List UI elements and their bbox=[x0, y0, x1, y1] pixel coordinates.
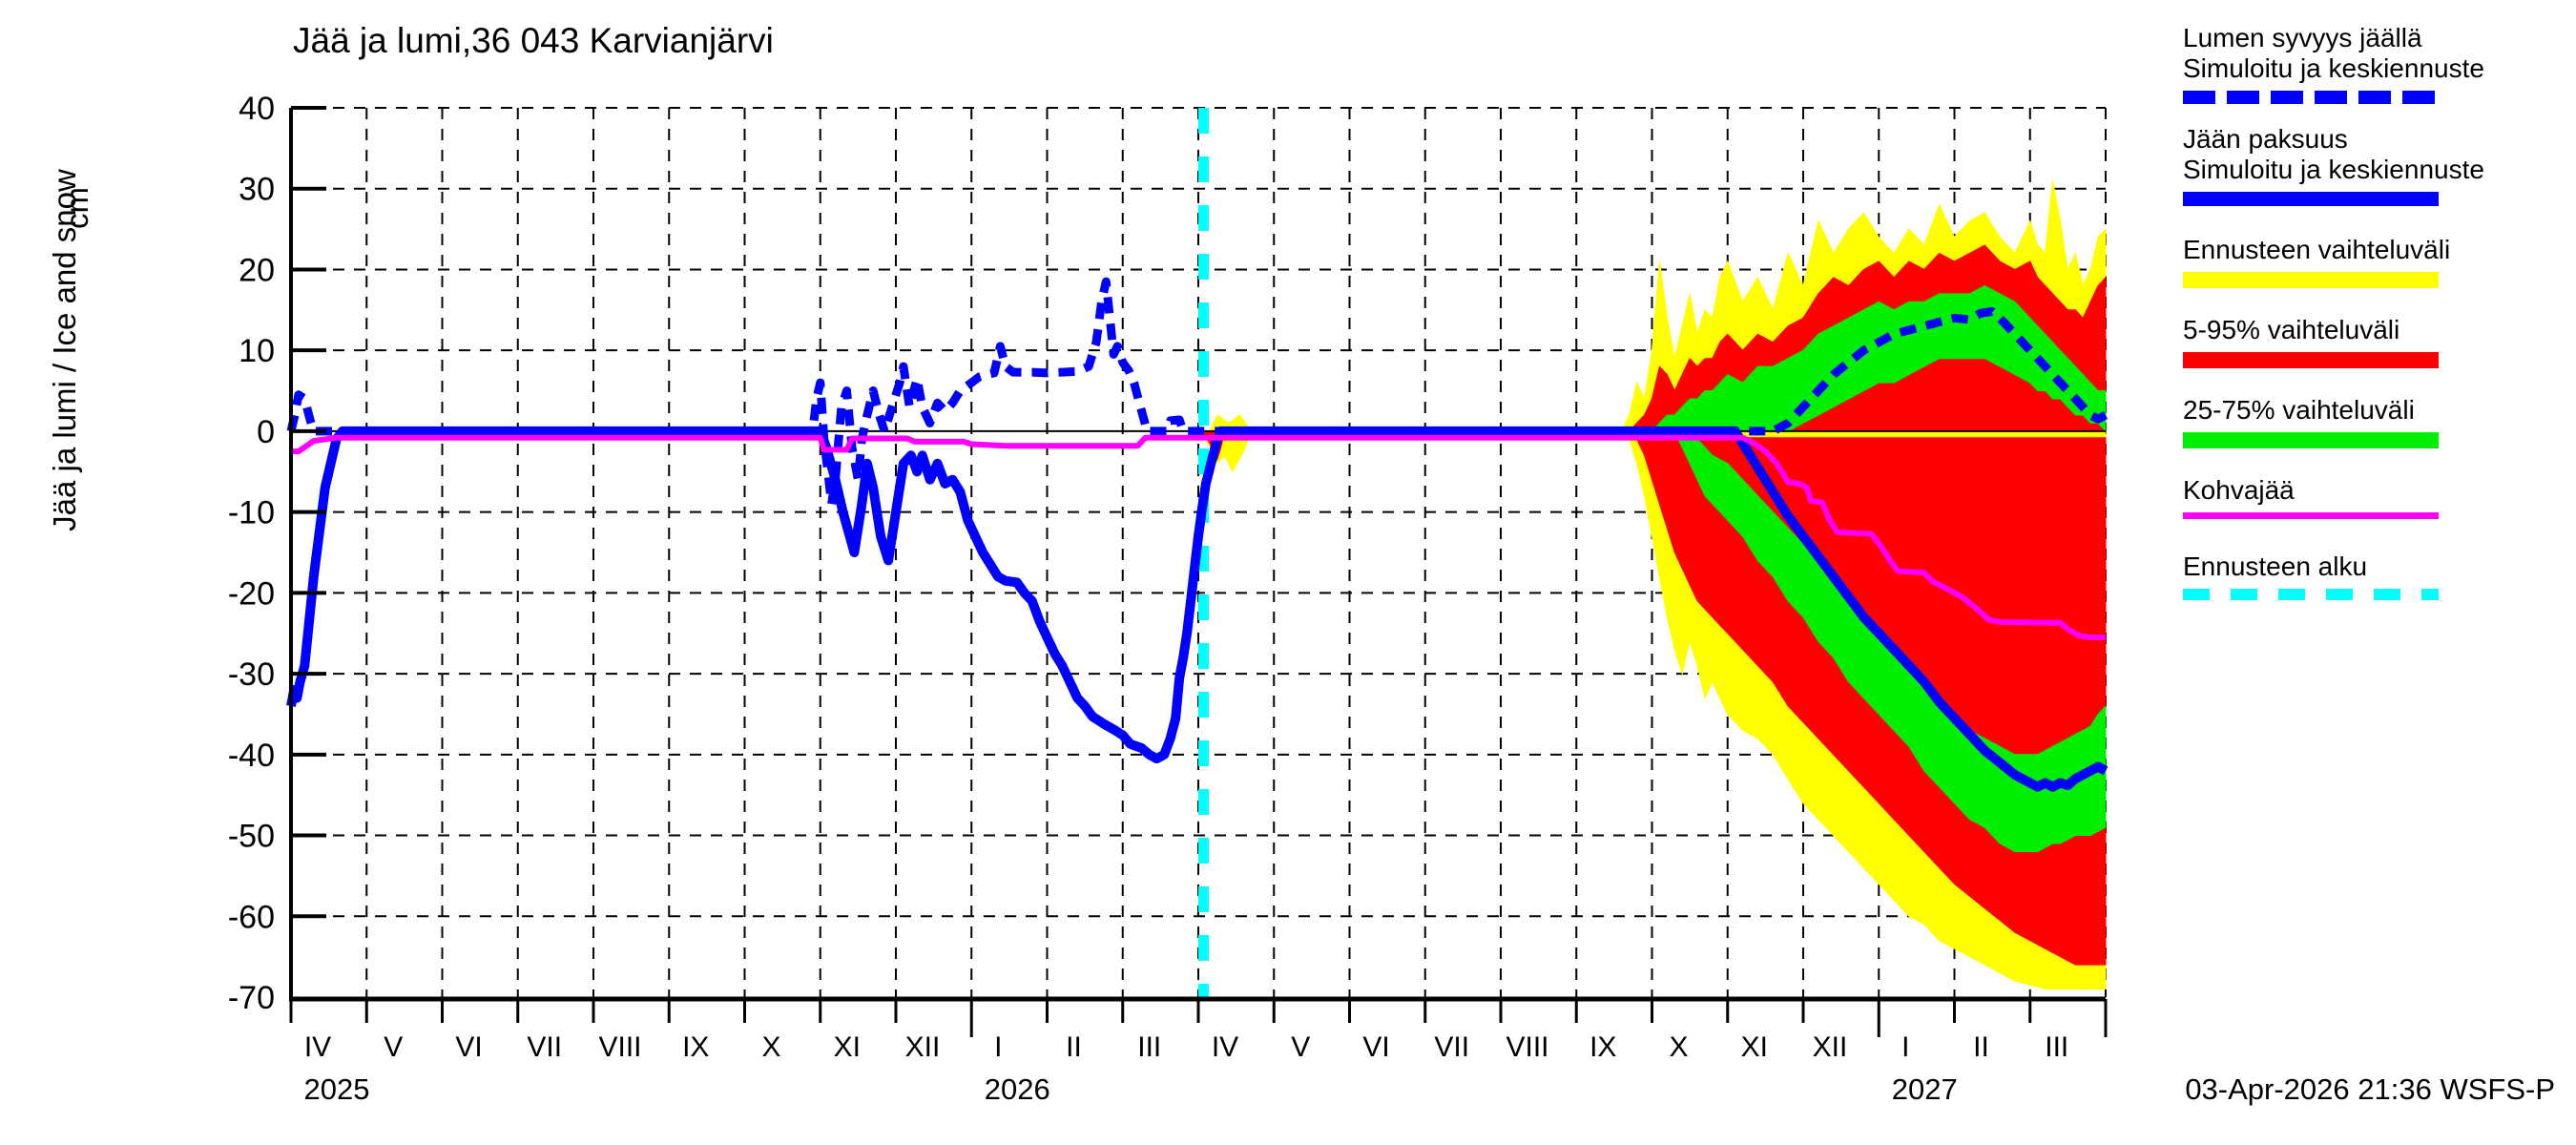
x-tick-label: V bbox=[384, 1031, 403, 1063]
y-tick-label: 10 bbox=[239, 333, 275, 369]
legend-item-label: Ennusteen vaihteluväli bbox=[2183, 235, 2451, 264]
y-tick-label: -20 bbox=[228, 575, 275, 612]
series-ice_thickness_median bbox=[286, 426, 2109, 792]
legend-item-sublabel: Simuloitu ja keskiennuste bbox=[2183, 155, 2484, 184]
y-tick-label: 20 bbox=[239, 252, 275, 288]
legend-item-7: Ennusteen alku bbox=[2183, 552, 2439, 600]
x-tick-label: VI bbox=[1362, 1031, 1389, 1063]
legend-swatch-bar bbox=[2183, 352, 2439, 368]
year-label: 2026 bbox=[985, 1072, 1050, 1106]
x-tick-label: VII bbox=[527, 1031, 562, 1063]
series-snow_depth_on_ice_median bbox=[286, 277, 2109, 509]
legend-item-5: 25-75% vaihteluväli bbox=[2183, 395, 2439, 448]
x-tick-label: XI bbox=[1741, 1031, 1768, 1063]
x-tick-label: VIII bbox=[1506, 1031, 1548, 1063]
x-tick-label: IV bbox=[304, 1031, 331, 1063]
legend: Lumen syvyys jäällä Simuloitu ja keskienn… bbox=[2183, 0, 2574, 668]
x-tick-label: III bbox=[2045, 1031, 2068, 1063]
x-tick-label: X bbox=[761, 1031, 780, 1063]
y-tick-label: -70 bbox=[228, 980, 275, 1016]
legend-item-1: Lumen syvyys jäällä Simuloitu ja keskienn… bbox=[2183, 23, 2484, 104]
x-tick-label: I bbox=[1901, 1031, 1909, 1063]
y-tick-label: -10 bbox=[228, 495, 275, 531]
x-tick-label: VIII bbox=[598, 1031, 641, 1063]
y-tick-label: 0 bbox=[257, 414, 275, 450]
legend-item-label: Ennusteen alku bbox=[2183, 552, 2368, 581]
legend-item-3: Ennusteen vaihteluväli bbox=[2183, 235, 2450, 288]
legend-item-label: Jään paksuus bbox=[2183, 124, 2348, 154]
legend-item-2: Jään paksuus Simuloitu ja keskiennuste bbox=[2183, 124, 2484, 206]
y-tick-label: -40 bbox=[228, 738, 275, 774]
legend-swatch-bar bbox=[2183, 432, 2439, 448]
x-tick-label: V bbox=[1291, 1031, 1310, 1063]
legend-swatch-dashed bbox=[2183, 91, 2439, 104]
legend-item-label: 25-75% vaihteluväli bbox=[2183, 395, 2415, 425]
year-label: 2025 bbox=[304, 1072, 370, 1106]
y-tick-label: -30 bbox=[228, 656, 275, 693]
x-tick-label: XII bbox=[905, 1031, 941, 1063]
legend-item-4: 5-95% vaihteluväli bbox=[2183, 315, 2439, 368]
legend-item-sublabel: Simuloitu ja keskiennuste bbox=[2183, 53, 2484, 83]
legend-item-6: Kohvajää bbox=[2183, 475, 2439, 519]
timestamp: 03-Apr-2026 21:36 WSFS-P bbox=[2185, 1072, 2555, 1106]
year-label: 2027 bbox=[1892, 1072, 1958, 1106]
x-tick-label: II bbox=[1066, 1031, 1082, 1063]
y-tick-label: -60 bbox=[228, 899, 275, 935]
y-tick-label: 30 bbox=[239, 172, 275, 208]
y-tick-label: 40 bbox=[239, 91, 275, 127]
x-tick-label: X bbox=[1669, 1031, 1688, 1063]
x-tick-label: I bbox=[994, 1031, 1002, 1063]
x-tick-label: III bbox=[1137, 1031, 1161, 1063]
legend-swatch-solid bbox=[2183, 192, 2439, 206]
legend-swatch-dashed-wide bbox=[2183, 589, 2439, 600]
x-tick-label: IV bbox=[1212, 1031, 1238, 1063]
x-tick-label: XII bbox=[1813, 1031, 1848, 1063]
legend-item-label: Kohvajää bbox=[2183, 475, 2295, 505]
x-tick-label: VI bbox=[455, 1031, 482, 1063]
x-tick-label: IX bbox=[682, 1031, 709, 1063]
page-title: Jää ja lumi,36 043 Karvianjärvi bbox=[293, 21, 774, 60]
legend-item-label: Lumen syvyys jäällä bbox=[2183, 23, 2422, 52]
legend-swatch-bar bbox=[2183, 272, 2439, 288]
legend-swatch-line bbox=[2183, 512, 2439, 519]
y-tick-label: -50 bbox=[228, 819, 275, 855]
x-tick-label: VII bbox=[1434, 1031, 1469, 1063]
x-tick-label: XI bbox=[834, 1031, 861, 1063]
x-tick-label: IX bbox=[1589, 1031, 1616, 1063]
x-tick-label: II bbox=[1973, 1031, 1989, 1063]
series-kohvajaa bbox=[291, 434, 2106, 640]
legend-item-label: 5-95% vaihteluväli bbox=[2183, 315, 2400, 344]
